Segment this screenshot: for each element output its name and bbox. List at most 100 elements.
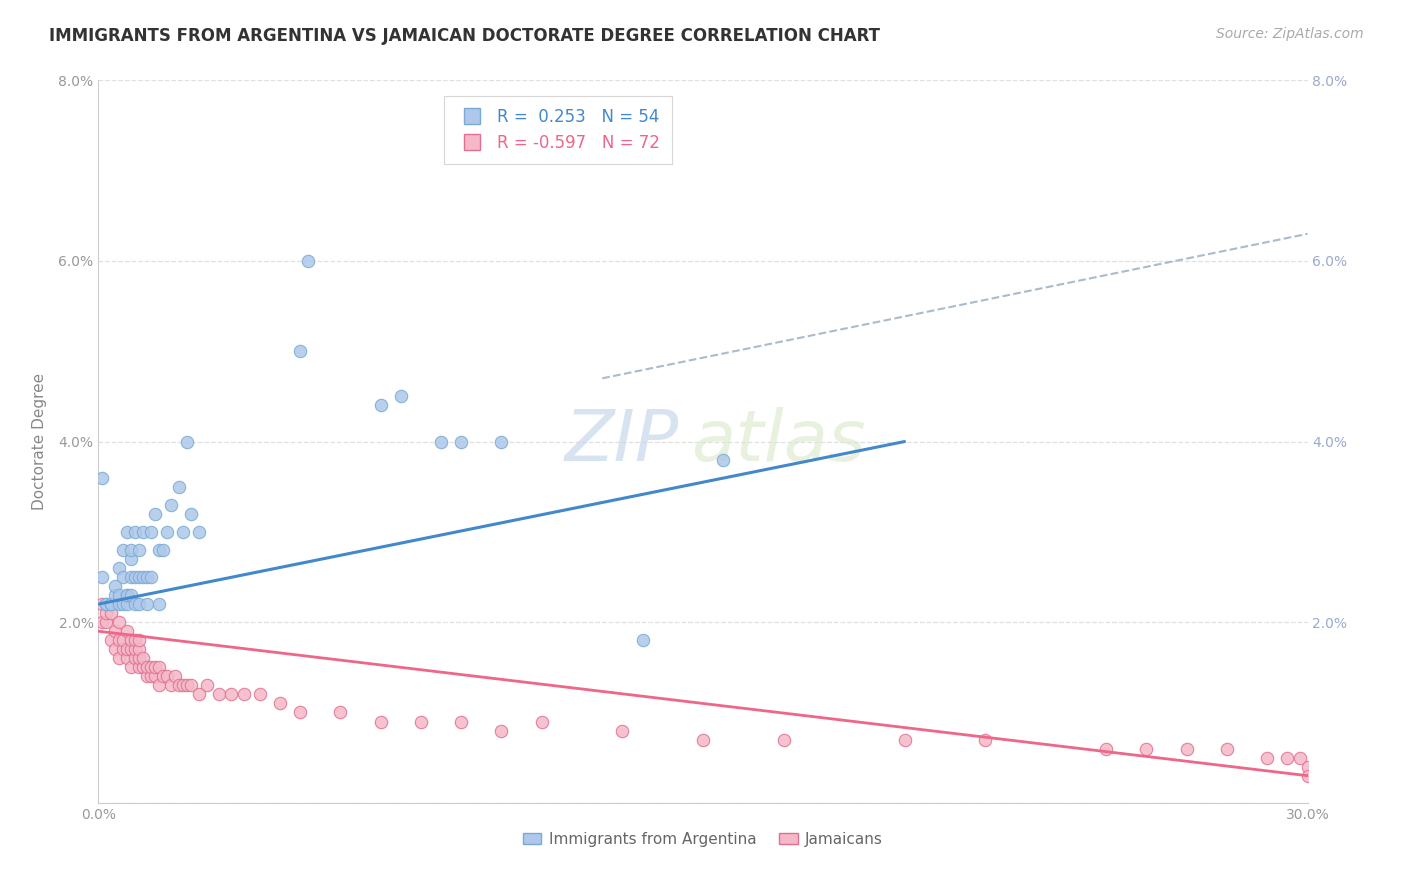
Point <box>893 732 915 747</box>
Point <box>249 687 271 701</box>
Point <box>143 507 166 521</box>
Point <box>195 678 218 692</box>
Point <box>176 434 198 449</box>
Point <box>115 624 138 639</box>
Point <box>135 570 157 584</box>
Point <box>1277 750 1299 764</box>
Point <box>1175 741 1198 756</box>
Point <box>120 660 142 674</box>
Point <box>115 651 138 665</box>
Point <box>450 714 472 729</box>
Point <box>1256 750 1278 764</box>
Point <box>1135 741 1157 756</box>
Point <box>188 524 211 539</box>
Point <box>128 597 150 611</box>
Point <box>107 633 129 648</box>
Y-axis label: Doctorate Degree: Doctorate Degree <box>32 373 48 510</box>
Point <box>1296 769 1319 783</box>
Point <box>124 570 146 584</box>
Point <box>111 542 134 557</box>
Point <box>124 642 146 657</box>
Point <box>128 651 150 665</box>
Point <box>297 253 319 268</box>
Point <box>409 714 432 729</box>
Point <box>120 570 142 584</box>
Point <box>115 588 138 602</box>
Point <box>430 434 453 449</box>
Point <box>91 615 114 630</box>
Point <box>530 714 553 729</box>
Point <box>148 678 170 692</box>
Point <box>143 669 166 683</box>
Point <box>491 434 513 449</box>
Point <box>135 597 157 611</box>
Point <box>450 434 472 449</box>
Point <box>124 651 146 665</box>
Point <box>163 669 186 683</box>
Point <box>103 624 125 639</box>
Point <box>139 669 162 683</box>
Point <box>176 678 198 692</box>
Point <box>96 606 118 620</box>
Point <box>128 633 150 648</box>
Text: Source: ZipAtlas.com: Source: ZipAtlas.com <box>1216 27 1364 41</box>
Point <box>100 597 122 611</box>
Point <box>91 471 114 485</box>
Point <box>107 597 129 611</box>
Point <box>120 552 142 566</box>
Point <box>135 669 157 683</box>
Point <box>139 524 162 539</box>
Point <box>96 597 118 611</box>
Point <box>132 651 155 665</box>
Point <box>103 588 125 602</box>
Point <box>167 480 190 494</box>
Point <box>100 597 122 611</box>
Text: IMMIGRANTS FROM ARGENTINA VS JAMAICAN DOCTORATE DEGREE CORRELATION CHART: IMMIGRANTS FROM ARGENTINA VS JAMAICAN DO… <box>49 27 880 45</box>
Point <box>370 714 392 729</box>
Point <box>124 633 146 648</box>
Point <box>288 706 311 720</box>
Point <box>115 642 138 657</box>
Point <box>96 597 118 611</box>
Point <box>111 570 134 584</box>
Legend: Immigrants from Argentina, Jamaicans: Immigrants from Argentina, Jamaicans <box>517 826 889 853</box>
Point <box>115 597 138 611</box>
Point <box>120 642 142 657</box>
Point <box>111 597 134 611</box>
Point <box>103 642 125 657</box>
Point <box>172 678 194 692</box>
Point <box>148 597 170 611</box>
Point <box>1216 741 1239 756</box>
Point <box>132 570 155 584</box>
Point <box>160 498 183 512</box>
Point <box>208 687 231 701</box>
Point <box>692 732 714 747</box>
Text: ZIP: ZIP <box>564 407 679 476</box>
Point <box>115 524 138 539</box>
Point <box>139 570 162 584</box>
Point <box>172 524 194 539</box>
Point <box>188 687 211 701</box>
Point <box>124 597 146 611</box>
Point <box>491 723 513 738</box>
Point <box>180 507 202 521</box>
Text: atlas: atlas <box>690 407 866 476</box>
Point <box>148 542 170 557</box>
Point <box>221 687 243 701</box>
Point <box>111 642 134 657</box>
Point <box>389 389 412 403</box>
Point <box>152 542 174 557</box>
Point <box>148 660 170 674</box>
Point <box>132 524 155 539</box>
Point <box>103 579 125 593</box>
Point <box>100 606 122 620</box>
Point <box>91 570 114 584</box>
Point <box>160 678 183 692</box>
Point <box>156 524 179 539</box>
Point <box>91 597 114 611</box>
Point <box>107 561 129 575</box>
Point <box>232 687 254 701</box>
Point <box>329 706 352 720</box>
Point <box>152 669 174 683</box>
Point <box>1288 750 1310 764</box>
